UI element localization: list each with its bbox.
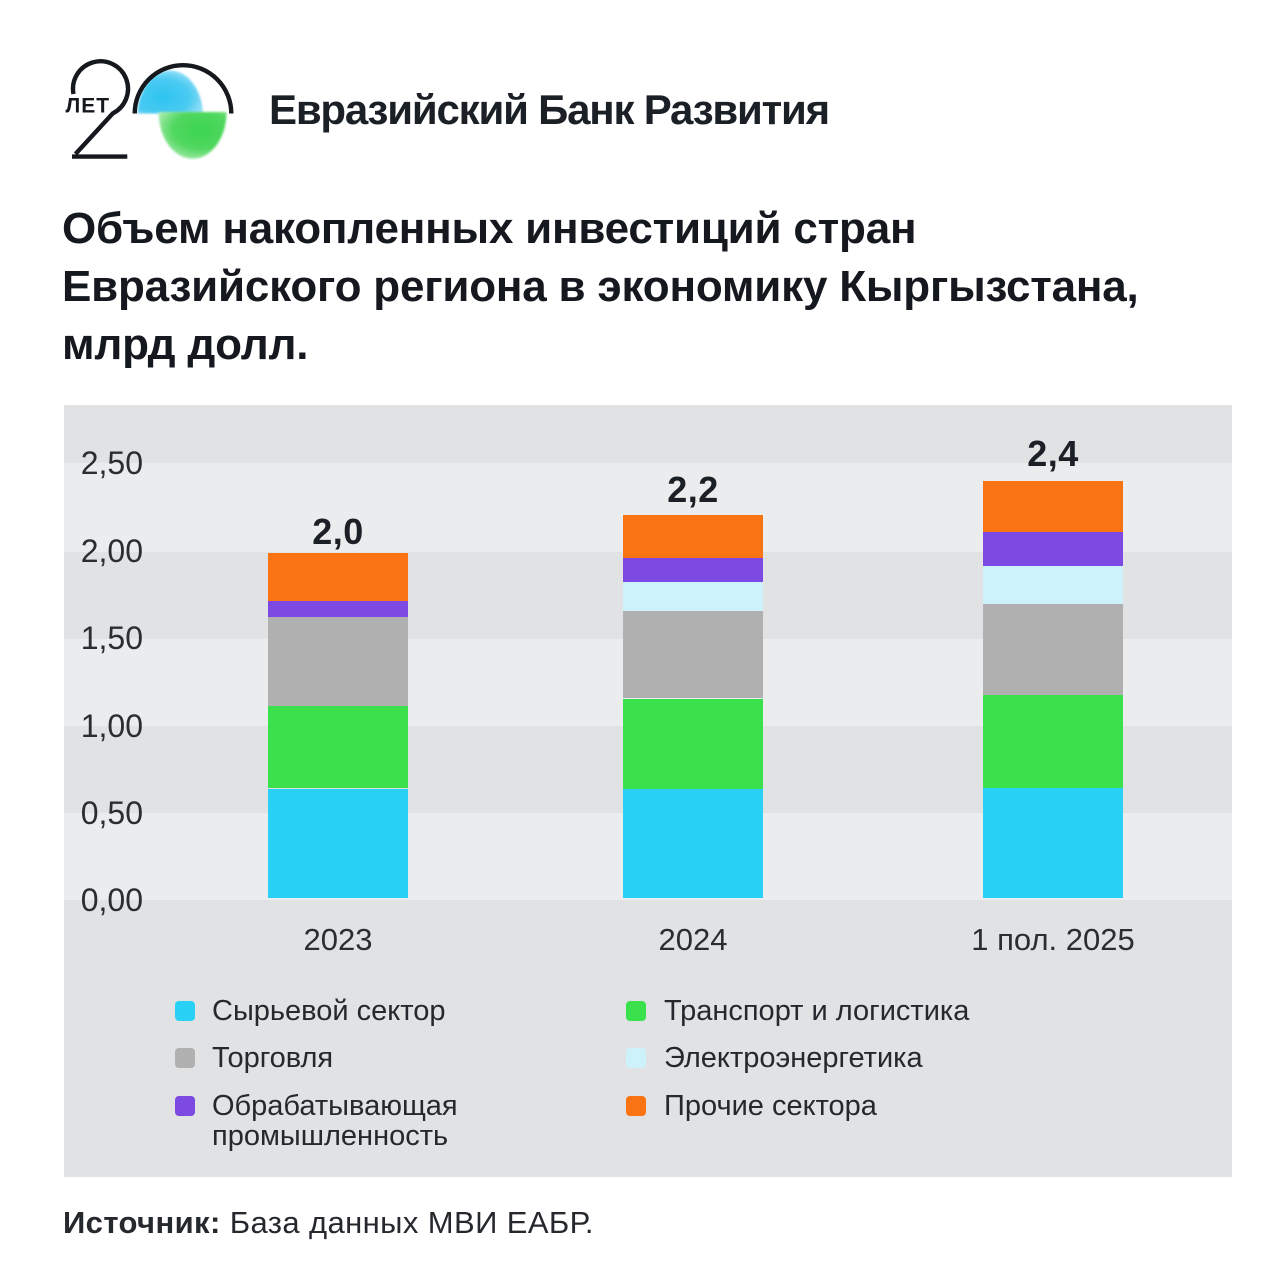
svg-text:ЛЕТ: ЛЕТ [66,95,111,118]
